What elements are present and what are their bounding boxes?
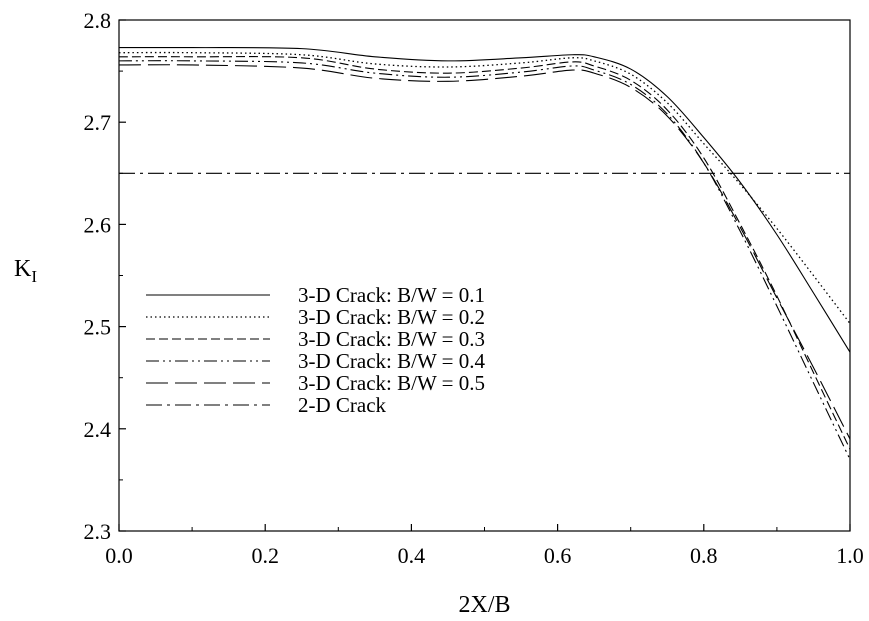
x-tick-labels: 0.0 0.2 0.4 0.6 0.8 1.0 [105,543,864,568]
y-axis-label: KI [14,256,37,286]
legend-label-5: 3-D Crack: B/W = 0.5 [298,371,485,395]
y-tick-label: 2.3 [84,519,112,544]
series-line-4 [118,60,851,460]
y-tick-label: 2.8 [84,8,112,33]
series-lines [118,46,851,460]
legend-label-1: 3-D Crack: B/W = 0.1 [298,283,485,307]
legend-label-2: 3-D Crack: B/W = 0.2 [298,305,485,329]
y-axis-label-main: K [14,256,32,282]
y-tick-label: 2.5 [84,315,112,340]
y-tick-label: 2.7 [84,110,112,135]
series-line-3 [118,56,851,450]
series-line-1 [118,46,851,353]
plot-frame [118,19,851,532]
x-tick-label: 0.8 [690,543,718,568]
x-axis-label: 2X/B [458,592,510,618]
series-line-5 [118,64,851,440]
y-axis-label-subscript: I [31,267,37,286]
x-tick-label: 0.2 [251,543,279,568]
legend: 3-D Crack: B/W = 0.13-D Crack: B/W = 0.2… [146,283,486,417]
x-tick-label: 0.0 [105,543,133,568]
legend-label-3: 3-D Crack: B/W = 0.3 [298,327,485,351]
y-tick-label: 2.4 [84,417,112,442]
legend-label-6: 2-D Crack [298,393,387,417]
x-tick-label: 0.6 [544,543,572,568]
y-tick-labels: 2.3 2.4 2.5 2.6 2.7 2.8 [84,8,112,544]
y-tick-label: 2.6 [84,212,112,237]
legend-label-4: 3-D Crack: B/W = 0.4 [298,349,486,373]
axis-ticks [118,19,851,532]
x-tick-label: 0.4 [398,543,426,568]
x-tick-label: 1.0 [836,543,864,568]
